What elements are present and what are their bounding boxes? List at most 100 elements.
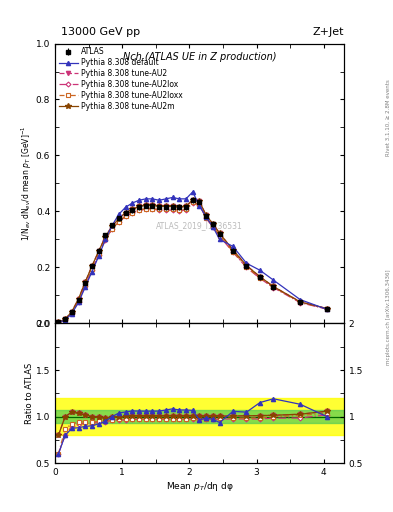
Pythia 8.308 tune-AU2 bbox=[325, 306, 329, 312]
Line: Pythia 8.308 tune-AU2: Pythia 8.308 tune-AU2 bbox=[56, 198, 329, 325]
Pythia 8.308 tune-AU2 bbox=[184, 203, 188, 209]
Pythia 8.308 tune-AU2lox bbox=[257, 275, 262, 282]
Pythia 8.308 tune-AU2m bbox=[217, 230, 222, 237]
Pythia 8.308 tune-AU2loxx bbox=[204, 215, 209, 221]
Pythia 8.308 tune-AU2 bbox=[257, 273, 262, 280]
Pythia 8.308 tune-AU2loxx bbox=[217, 232, 222, 239]
Pythia 8.308 default bbox=[257, 267, 262, 273]
Pythia 8.308 tune-AU2loxx bbox=[163, 206, 168, 212]
Text: Rivet 3.1.10, ≥ 2.8M events: Rivet 3.1.10, ≥ 2.8M events bbox=[386, 79, 391, 156]
Pythia 8.308 tune-AU2loxx bbox=[123, 213, 128, 219]
Pythia 8.308 tune-AU2lox bbox=[143, 206, 148, 212]
Pythia 8.308 default bbox=[63, 317, 68, 323]
Pythia 8.308 tune-AU2m bbox=[63, 316, 68, 322]
Pythia 8.308 tune-AU2lox bbox=[123, 214, 128, 220]
Pythia 8.308 default bbox=[184, 196, 188, 202]
Y-axis label: 1/N$_{ev}$ dN$_{ev}$/d mean $p_T$ [GeV]$^{-1}$: 1/N$_{ev}$ dN$_{ev}$/d mean $p_T$ [GeV]$… bbox=[20, 126, 35, 241]
Pythia 8.308 tune-AU2 bbox=[197, 198, 202, 204]
Pythia 8.308 tune-AU2m bbox=[76, 296, 81, 302]
Pythia 8.308 tune-AU2lox bbox=[76, 298, 81, 305]
Pythia 8.308 tune-AU2m bbox=[130, 206, 135, 212]
Pythia 8.308 tune-AU2lox bbox=[110, 226, 114, 232]
Pythia 8.308 default bbox=[110, 222, 114, 228]
Pythia 8.308 tune-AU2lox bbox=[130, 210, 135, 216]
Pythia 8.308 tune-AU2 bbox=[211, 221, 215, 227]
Pythia 8.308 tune-AU2m bbox=[298, 299, 303, 305]
Pythia 8.308 tune-AU2lox bbox=[204, 216, 209, 222]
Pythia 8.308 default bbox=[231, 243, 235, 249]
Text: mcplots.cern.ch [arXiv:1306.3436]: mcplots.cern.ch [arXiv:1306.3436] bbox=[386, 270, 391, 365]
Pythia 8.308 tune-AU2m bbox=[184, 203, 188, 209]
Pythia 8.308 tune-AU2m bbox=[163, 203, 168, 209]
Pythia 8.308 tune-AU2 bbox=[217, 230, 222, 237]
Line: Pythia 8.308 tune-AU2lox: Pythia 8.308 tune-AU2lox bbox=[57, 201, 329, 324]
Text: Nch (ATLAS UE in Z production): Nch (ATLAS UE in Z production) bbox=[123, 52, 276, 62]
Pythia 8.308 tune-AU2lox bbox=[137, 207, 141, 214]
Pythia 8.308 tune-AU2lox bbox=[197, 202, 202, 208]
Pythia 8.308 tune-AU2lox bbox=[56, 319, 61, 326]
Pythia 8.308 tune-AU2loxx bbox=[90, 266, 94, 272]
Pythia 8.308 tune-AU2lox bbox=[170, 207, 175, 213]
Pythia 8.308 default bbox=[325, 306, 329, 312]
Pythia 8.308 default bbox=[123, 204, 128, 210]
Pythia 8.308 tune-AU2loxx bbox=[231, 249, 235, 255]
Pythia 8.308 tune-AU2 bbox=[163, 203, 168, 209]
Pythia 8.308 tune-AU2m bbox=[257, 273, 262, 280]
Pythia 8.308 tune-AU2m bbox=[157, 203, 162, 209]
Pythia 8.308 tune-AU2lox bbox=[90, 267, 94, 273]
Pythia 8.308 tune-AU2 bbox=[204, 212, 209, 219]
Pythia 8.308 default bbox=[83, 284, 88, 290]
Pythia 8.308 tune-AU2loxx bbox=[170, 206, 175, 212]
Pythia 8.308 tune-AU2 bbox=[130, 206, 135, 212]
Legend: ATLAS, Pythia 8.308 default, Pythia 8.308 tune-AU2, Pythia 8.308 tune-AU2lox, Py: ATLAS, Pythia 8.308 default, Pythia 8.30… bbox=[57, 46, 184, 113]
Pythia 8.308 tune-AU2m bbox=[204, 212, 209, 219]
Pythia 8.308 tune-AU2 bbox=[123, 209, 128, 216]
Pythia 8.308 tune-AU2m bbox=[70, 309, 74, 315]
Pythia 8.308 tune-AU2lox bbox=[217, 233, 222, 239]
Pythia 8.308 tune-AU2loxx bbox=[76, 298, 81, 304]
Pythia 8.308 tune-AU2 bbox=[298, 299, 303, 305]
Pythia 8.308 default bbox=[211, 224, 215, 230]
Pythia 8.308 default bbox=[170, 195, 175, 201]
Pythia 8.308 tune-AU2m bbox=[211, 221, 215, 227]
Pythia 8.308 tune-AU2lox bbox=[96, 252, 101, 258]
Pythia 8.308 tune-AU2 bbox=[137, 203, 141, 209]
Y-axis label: Ratio to ATLAS: Ratio to ATLAS bbox=[26, 363, 35, 424]
Pythia 8.308 tune-AU2lox bbox=[157, 207, 162, 213]
Pythia 8.308 default bbox=[76, 300, 81, 306]
Pythia 8.308 tune-AU2loxx bbox=[143, 206, 148, 212]
Pythia 8.308 tune-AU2 bbox=[271, 284, 276, 290]
Text: 13000 GeV pp: 13000 GeV pp bbox=[61, 27, 140, 37]
Pythia 8.308 tune-AU2m bbox=[137, 203, 141, 209]
Pythia 8.308 tune-AU2m bbox=[110, 223, 114, 229]
Pythia 8.308 tune-AU2 bbox=[83, 279, 88, 285]
Pythia 8.308 tune-AU2m bbox=[123, 209, 128, 216]
Pythia 8.308 tune-AU2 bbox=[90, 263, 94, 269]
Pythia 8.308 tune-AU2loxx bbox=[83, 282, 88, 288]
Pythia 8.308 tune-AU2 bbox=[63, 316, 68, 322]
Pythia 8.308 tune-AU2loxx bbox=[157, 206, 162, 212]
Line: Pythia 8.308 default: Pythia 8.308 default bbox=[56, 190, 329, 325]
Pythia 8.308 tune-AU2m bbox=[325, 306, 329, 312]
Pythia 8.308 default bbox=[244, 260, 249, 266]
Pythia 8.308 tune-AU2loxx bbox=[116, 219, 121, 225]
Pythia 8.308 default bbox=[70, 311, 74, 317]
Pythia 8.308 tune-AU2loxx bbox=[244, 264, 249, 270]
Pythia 8.308 tune-AU2 bbox=[231, 247, 235, 253]
Pythia 8.308 tune-AU2lox bbox=[163, 207, 168, 213]
Pythia 8.308 tune-AU2 bbox=[170, 203, 175, 209]
Pythia 8.308 tune-AU2m bbox=[231, 247, 235, 253]
Pythia 8.308 tune-AU2loxx bbox=[197, 201, 202, 207]
Pythia 8.308 tune-AU2 bbox=[157, 203, 162, 209]
Pythia 8.308 tune-AU2m bbox=[150, 202, 155, 208]
Pythia 8.308 tune-AU2lox bbox=[231, 249, 235, 255]
Pythia 8.308 default bbox=[197, 203, 202, 209]
Pythia 8.308 default bbox=[157, 197, 162, 203]
Pythia 8.308 tune-AU2m bbox=[116, 216, 121, 222]
Pythia 8.308 tune-AU2lox bbox=[103, 237, 108, 243]
Pythia 8.308 default bbox=[143, 196, 148, 202]
Pythia 8.308 tune-AU2loxx bbox=[70, 310, 74, 316]
Pythia 8.308 tune-AU2loxx bbox=[271, 284, 276, 290]
Text: ATLAS_2019_I1736531: ATLAS_2019_I1736531 bbox=[156, 221, 243, 230]
Pythia 8.308 tune-AU2m bbox=[143, 202, 148, 208]
